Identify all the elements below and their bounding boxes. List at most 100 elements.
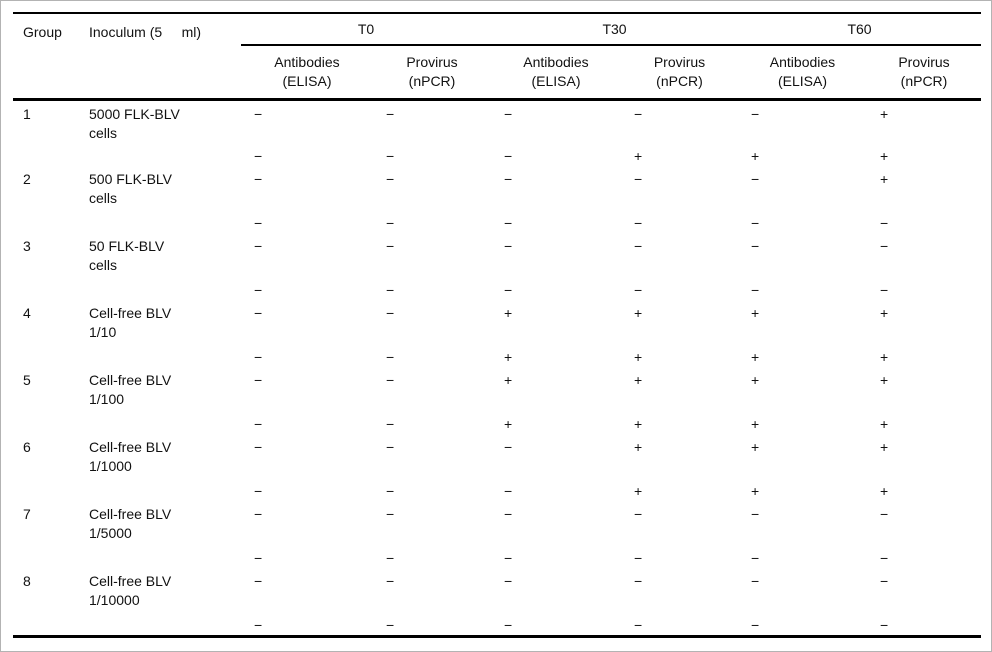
value-cell: −	[751, 171, 760, 187]
value-cell: +	[751, 305, 760, 321]
table-row: − − − − − −	[13, 545, 981, 568]
group-cell: 5	[23, 372, 31, 388]
value-cell: −	[504, 550, 513, 566]
value-cell: +	[880, 105, 889, 122]
table-row: − − + + + +	[13, 411, 981, 434]
inoculum-cell: Cell-free BLV 1/1000	[89, 439, 172, 474]
value-cell: −	[254, 439, 263, 455]
value-cell: −	[880, 550, 889, 566]
value-cell: −	[751, 215, 760, 231]
table-row: 3 50 FLK-BLV cells − − − − − −	[13, 233, 981, 277]
value-cell: +	[880, 171, 889, 187]
value-cell: −	[254, 148, 263, 164]
value-cell: −	[254, 171, 263, 187]
inoculum-cell: Cell-free BLV 1/100	[89, 372, 172, 407]
value-cell: −	[386, 305, 395, 321]
value-cell: +	[634, 372, 643, 388]
value-cell: −	[254, 550, 263, 566]
value-cell: −	[751, 238, 760, 254]
table-header: Group Inoculum (5 ml) T0 T30 T60 Antibod…	[13, 12, 981, 101]
value-cell: −	[491, 612, 621, 638]
table-row: 2 500 FLK-BLV cells − − − − − +	[13, 166, 981, 210]
value-cell: −	[386, 148, 395, 164]
value-cell: +	[504, 372, 513, 388]
table-row: 8 Cell-free BLV 1/10000 − − − − − −	[13, 568, 981, 612]
table-row: − − + + + +	[13, 344, 981, 367]
value-cell: +	[504, 416, 513, 432]
value-cell: −	[751, 105, 760, 122]
value-cell: −	[504, 506, 513, 522]
value-cell: −	[386, 282, 395, 298]
value-cell: −	[254, 506, 263, 522]
table-row: 4 Cell-free BLV 1/10 − − + + + +	[13, 300, 981, 344]
inoculum-cell: 50 FLK-BLV cells	[89, 238, 165, 273]
value-cell: +	[880, 305, 889, 321]
header-group: Group	[13, 12, 83, 101]
header-period-t30: T30	[491, 12, 738, 46]
inoculum-cell: 500 FLK-BLV cells	[89, 171, 173, 206]
inoculum-cell	[83, 344, 241, 367]
group-cell: 3	[23, 238, 31, 254]
inoculum-cell	[83, 612, 241, 638]
value-cell: −	[504, 282, 513, 298]
group-cell	[13, 612, 83, 638]
period-header-row: Group Inoculum (5 ml) T0 T30 T60	[13, 12, 981, 101]
results-table: Group Inoculum (5 ml) T0 T30 T60 Antibod…	[13, 12, 981, 638]
inoculum-cell	[83, 478, 241, 501]
header-t30-provirus: Provirus (nPCR)	[621, 45, 738, 101]
value-cell: +	[880, 416, 889, 432]
value-cell: +	[880, 439, 889, 455]
value-cell: −	[634, 573, 643, 589]
value-cell: −	[254, 349, 263, 365]
value-cell: +	[751, 148, 760, 164]
value-cell: −	[254, 305, 263, 321]
value-cell: +	[504, 305, 513, 321]
value-cell: −	[880, 215, 889, 231]
value-cell: +	[880, 372, 889, 388]
value-cell: −	[386, 215, 395, 231]
value-cell: +	[634, 439, 643, 455]
value-cell: −	[254, 105, 263, 122]
value-cell: −	[386, 105, 395, 122]
value-cell: −	[634, 215, 643, 231]
group-cell: 1	[23, 105, 31, 122]
group-cell: 2	[23, 171, 31, 187]
value-cell: −	[504, 148, 513, 164]
value-cell: −	[386, 238, 395, 254]
group-cell	[13, 478, 83, 501]
value-cell: −	[634, 105, 643, 122]
value-cell: −	[634, 550, 643, 566]
group-cell	[13, 277, 83, 300]
table-row: − − − − − −	[13, 210, 981, 233]
value-cell: +	[880, 483, 889, 499]
group-cell	[13, 143, 83, 166]
value-cell: −	[254, 372, 263, 388]
value-cell: −	[880, 282, 889, 298]
group-cell: 8	[23, 573, 31, 589]
header-t0-antibodies: Antibodies (ELISA)	[241, 45, 373, 101]
header-t30-antibodies: Antibodies (ELISA)	[491, 45, 621, 101]
inoculum-cell	[83, 277, 241, 300]
value-cell: +	[504, 349, 513, 365]
value-cell: −	[386, 439, 395, 455]
value-cell: −	[621, 612, 738, 638]
value-cell: −	[504, 171, 513, 187]
value-cell: −	[634, 238, 643, 254]
value-cell: −	[751, 282, 760, 298]
group-cell: 6	[23, 439, 31, 455]
value-cell: −	[751, 506, 760, 522]
table-row: 5 Cell-free BLV 1/100 − − + + + +	[13, 367, 981, 411]
header-t60-antibodies: Antibodies (ELISA)	[738, 45, 867, 101]
sub-header-row: Antibodies (ELISA) Provirus (nPCR) Antib…	[13, 45, 981, 101]
value-cell: −	[880, 238, 889, 254]
value-cell: +	[634, 148, 643, 164]
table-row: − − − − − −	[13, 277, 981, 300]
value-cell: −	[386, 550, 395, 566]
group-cell	[13, 545, 83, 568]
value-cell: −	[386, 349, 395, 365]
value-cell: +	[751, 349, 760, 365]
value-cell: −	[254, 483, 263, 499]
header-t0-provirus: Provirus (nPCR)	[373, 45, 491, 101]
value-cell: −	[254, 215, 263, 231]
